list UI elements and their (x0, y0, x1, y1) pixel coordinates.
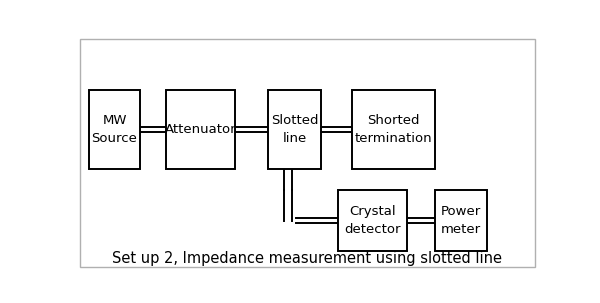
Text: Slotted
line: Slotted line (271, 114, 319, 145)
Bar (436, 190, 487, 251)
Bar (166, 90, 235, 169)
Text: Power
meter: Power meter (441, 205, 481, 236)
Bar (338, 190, 407, 251)
Text: Crystal
detector: Crystal detector (344, 205, 401, 236)
Text: Set up 2, Impedance measurement using slotted line: Set up 2, Impedance measurement using sl… (113, 251, 503, 266)
Bar (352, 90, 436, 169)
Bar (268, 90, 322, 169)
Text: Attenuator: Attenuator (165, 123, 236, 136)
Bar (89, 90, 140, 169)
Text: Shorted
termination: Shorted termination (355, 114, 433, 145)
Text: MW
Source: MW Source (92, 114, 137, 145)
